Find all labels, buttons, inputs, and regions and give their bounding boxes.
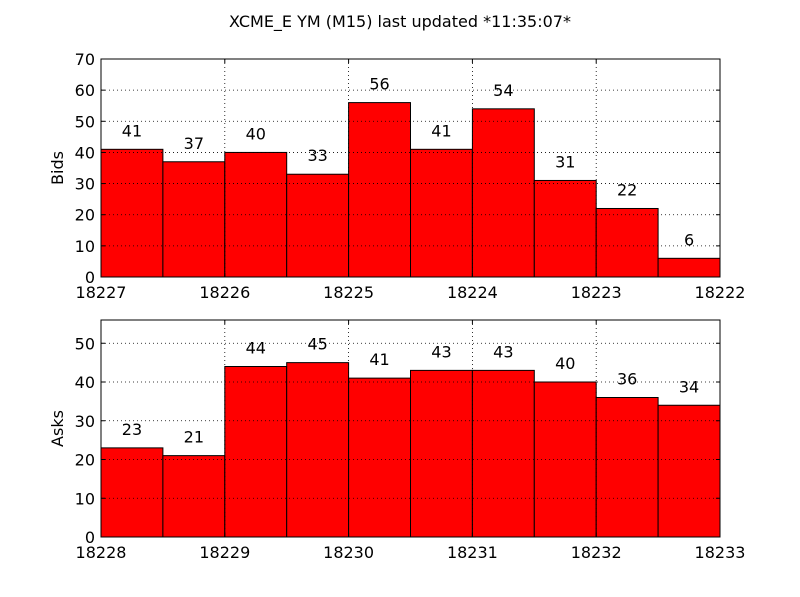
asks-xtick-label-5: 18233 [695,543,746,562]
bids-data-label-2: 40 [246,124,266,143]
bids-ytick-label-0: 0 [85,268,95,287]
bids-ytick-label-2: 20 [75,206,95,225]
bids-xtick-label-1: 18226 [199,283,250,302]
asks-ytick-label-0: 0 [85,528,95,547]
asks-data-label-3: 45 [307,335,327,354]
bids-ytick-label-4: 40 [75,143,95,162]
bids-bar-4 [348,102,412,278]
bids-bar-3 [286,173,350,278]
asks-bar-8 [595,397,659,538]
bids-bar-5 [410,148,473,278]
asks-data-label-6: 43 [493,342,513,361]
asks-data-label-4: 41 [369,350,389,369]
asks-xtick-label-0: 18228 [76,543,127,562]
asks-data-label-0: 23 [122,420,142,439]
bids-bar-8 [595,207,659,278]
bids-data-label-5: 41 [431,121,451,140]
figure-title: XCME_E YM (M15) last updated *11:35:07* [229,12,571,32]
asks-data-label-5: 43 [431,342,451,361]
bids-data-label-3: 33 [307,146,327,165]
asks-data-label-1: 21 [184,428,204,447]
bids-data-label-1: 37 [184,134,204,153]
asks-xtick-label-2: 18230 [323,543,374,562]
bids-xtick-label-0: 18227 [76,283,127,302]
asks-ytick-label-1: 10 [75,489,95,508]
bids-data-label-9: 6 [684,230,694,249]
asks-chart: 0 10 20 30 40 50 18228 18229 18230 18231 18232 1823… [48,319,746,562]
bids-data-label-4: 56 [369,75,389,94]
bids-ytick-label-1: 10 [75,237,95,256]
bids-data-label-7: 31 [555,152,575,171]
bids-plot-frame [100,58,721,278]
bids-bar-6 [471,108,535,278]
bids-data-label-0: 41 [122,121,142,140]
bids-xtick-label-3: 18224 [447,283,498,302]
bids-xtick-label-4: 18223 [571,283,622,302]
bids-data-label-8: 22 [617,180,637,199]
bids-y-axis-title: Bids [48,151,67,185]
bids-ytick-label-7: 70 [75,50,95,69]
bids-bar-7 [533,179,597,278]
asks-xtick-label-4: 18232 [571,543,622,562]
asks-data-label-8: 36 [617,370,637,389]
asks-bar-2 [224,366,288,538]
asks-bar-1 [162,455,226,538]
asks-y-axis-title: Asks [48,410,67,447]
asks-data-label-9: 34 [679,377,699,396]
bids-bar-9 [657,257,721,278]
bids-bar-1 [162,161,226,278]
bids-ytick-label-6: 60 [75,81,95,100]
bids-xtick-label-2: 18225 [323,283,374,302]
bids-ytick-label-5: 50 [75,112,95,131]
asks-bar-9 [657,404,721,538]
asks-bar-5 [410,369,473,538]
asks-xtick-label-1: 18229 [199,543,250,562]
asks-data-label-2: 44 [246,339,266,358]
bids-ytick-label-3: 30 [75,175,95,194]
bids-bar-0 [100,148,164,278]
asks-ytick-label-2: 20 [75,451,95,470]
asks-plot-frame [100,319,721,538]
asks-data-label-7: 40 [555,354,575,373]
bids-bar-2 [224,151,288,278]
bids-chart: 0 10 20 30 40 50 60 70 18227 18226 18225 18224 18223… [48,50,745,302]
bids-data-label-6: 54 [493,81,513,100]
asks-bar-0 [100,447,164,538]
asks-bar-4 [348,377,412,538]
asks-ytick-label-4: 40 [75,373,95,392]
asks-xtick-label-3: 18231 [447,543,498,562]
asks-ytick-label-5: 50 [75,334,95,353]
bids-xtick-label-5: 18222 [695,283,746,302]
asks-bar-6 [471,369,535,538]
asks-ytick-label-3: 30 [75,412,95,431]
asks-bar-3 [286,362,350,538]
